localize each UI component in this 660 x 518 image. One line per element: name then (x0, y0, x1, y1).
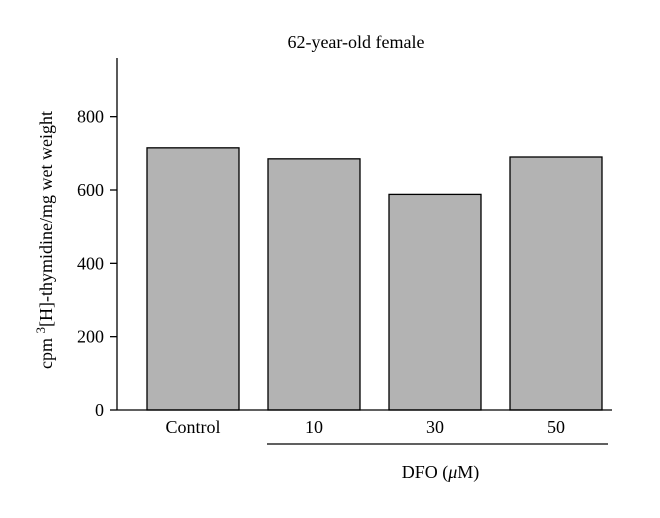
bar-10 (267, 158, 361, 411)
x-axis: Control 10 30 50 (117, 409, 612, 437)
bar-50 (509, 156, 603, 411)
x-tick-label-10: 10 (305, 417, 323, 437)
y-tick-label: 600 (77, 180, 104, 200)
x-tick-label-30: 30 (426, 417, 444, 437)
bars (146, 147, 603, 411)
y-tick-label: 0 (95, 400, 104, 420)
y-axis-label-suffix: [H]-thymidine/mg wet weight (36, 111, 56, 327)
x-tick-label-control: Control (165, 417, 220, 437)
y-tick-label: 400 (77, 253, 104, 273)
y-axis: 0 200 400 600 800 (77, 58, 118, 420)
x-group-annotation: DFO (μM) (267, 443, 608, 483)
y-axis-label: cpm 3[H]-thymidine/mg wet weight (33, 111, 56, 369)
chart-title: 62-year-old female (287, 32, 424, 52)
y-axis-label-prefix: cpm (36, 333, 56, 369)
y-tick-label: 800 (77, 107, 104, 127)
bar-30 (388, 193, 482, 411)
bar-control (146, 147, 240, 411)
y-tick-label: 200 (77, 327, 104, 347)
x-group-label-symbol: μ (447, 462, 457, 482)
x-group-label-prefix: DFO ( (402, 462, 449, 483)
x-group-label-suffix: M) (457, 462, 479, 483)
y-axis-label-superscript: 3 (33, 327, 48, 334)
x-group-label: DFO (μM) (402, 462, 480, 483)
x-tick-label-50: 50 (547, 417, 565, 437)
